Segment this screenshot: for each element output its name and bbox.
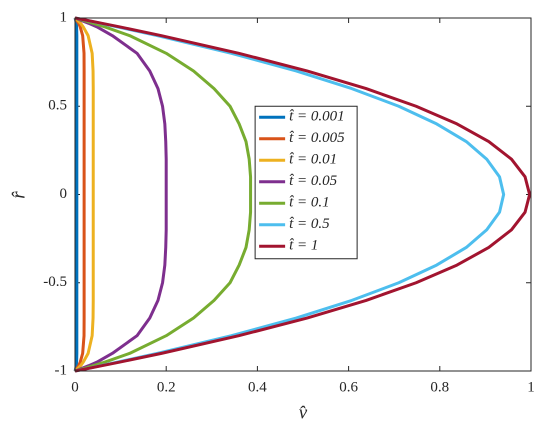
legend-label: t̂ = 0.01 (289, 152, 337, 168)
y-axis-label: r̂ (8, 191, 29, 199)
series-line (74, 16, 532, 373)
plot-frame (74, 17, 532, 372)
y-tick-label: 1 (60, 9, 68, 25)
y-tick-label: -0.5 (43, 274, 67, 290)
legend-label: t̂ = 0.005 (289, 130, 345, 146)
x-tick-label: 0 (71, 379, 79, 395)
x-tick-label: 0.6 (339, 379, 358, 395)
series-line (74, 16, 168, 373)
series-line (74, 16, 253, 373)
y-tick-label: 0 (60, 186, 68, 202)
legend-label: t̂ = 0.5 (289, 216, 330, 232)
x-tick-label: 1 (527, 379, 535, 395)
legend-label: t̂ = 0.1 (289, 195, 330, 211)
legend-label: t̂ = 1 (289, 238, 318, 254)
y-tick-label: -1 (55, 362, 68, 378)
x-axis-label: v̂ (299, 402, 308, 423)
x-tick-label: 0.4 (248, 379, 267, 395)
series-line (74, 16, 95, 373)
y-tick-label: 0.5 (48, 98, 67, 114)
series-line (73, 17, 86, 372)
x-tick-label: 0.8 (430, 379, 449, 395)
series-line (73, 17, 79, 372)
legend-label: t̂ = 0.05 (289, 173, 338, 189)
legend-label: t̂ = 0.001 (289, 109, 345, 125)
x-tick-label: 0.2 (157, 379, 176, 395)
